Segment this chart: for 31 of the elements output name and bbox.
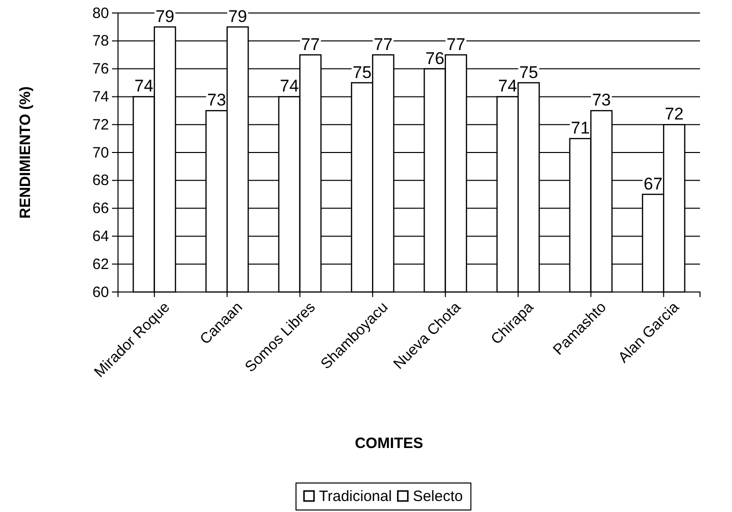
data-label: 77 — [446, 34, 466, 54]
data-label: 79 — [155, 6, 174, 26]
y-tick-label: 80 — [92, 4, 109, 22]
data-label: 79 — [228, 6, 248, 26]
legend-label: Selecto — [412, 488, 463, 505]
y-tick-label: 70 — [92, 144, 109, 162]
y-tick-label: 60 — [92, 284, 109, 301]
data-label: 73 — [592, 90, 611, 110]
data-label: 73 — [207, 90, 226, 110]
data-label: 72 — [664, 104, 684, 124]
y-tick-label: 76 — [92, 60, 109, 78]
data-label: 76 — [425, 48, 444, 68]
y-tick-label: 62 — [92, 256, 109, 273]
data-label: 77 — [300, 34, 320, 54]
data-label: 71 — [570, 118, 590, 138]
data-label: 74 — [134, 76, 154, 96]
y-axis-title: RENDIMIENTO (%) — [17, 86, 34, 219]
data-label: 74 — [280, 76, 299, 96]
x-axis-title: COMITES — [354, 435, 424, 452]
y-tick-label: 74 — [92, 88, 109, 106]
legend-label: Tradicional — [319, 488, 392, 505]
data-label: 75 — [519, 62, 538, 82]
data-label: 67 — [644, 174, 663, 194]
y-tick-label: 72 — [92, 116, 109, 134]
data-label: 75 — [352, 62, 372, 82]
y-tick-label: 64 — [92, 228, 109, 245]
y-tick-label: 68 — [92, 172, 109, 190]
data-label: 77 — [374, 34, 393, 54]
data-label: 74 — [498, 76, 518, 96]
y-tick-label: 78 — [92, 32, 109, 50]
y-tick-label: 66 — [92, 200, 109, 218]
